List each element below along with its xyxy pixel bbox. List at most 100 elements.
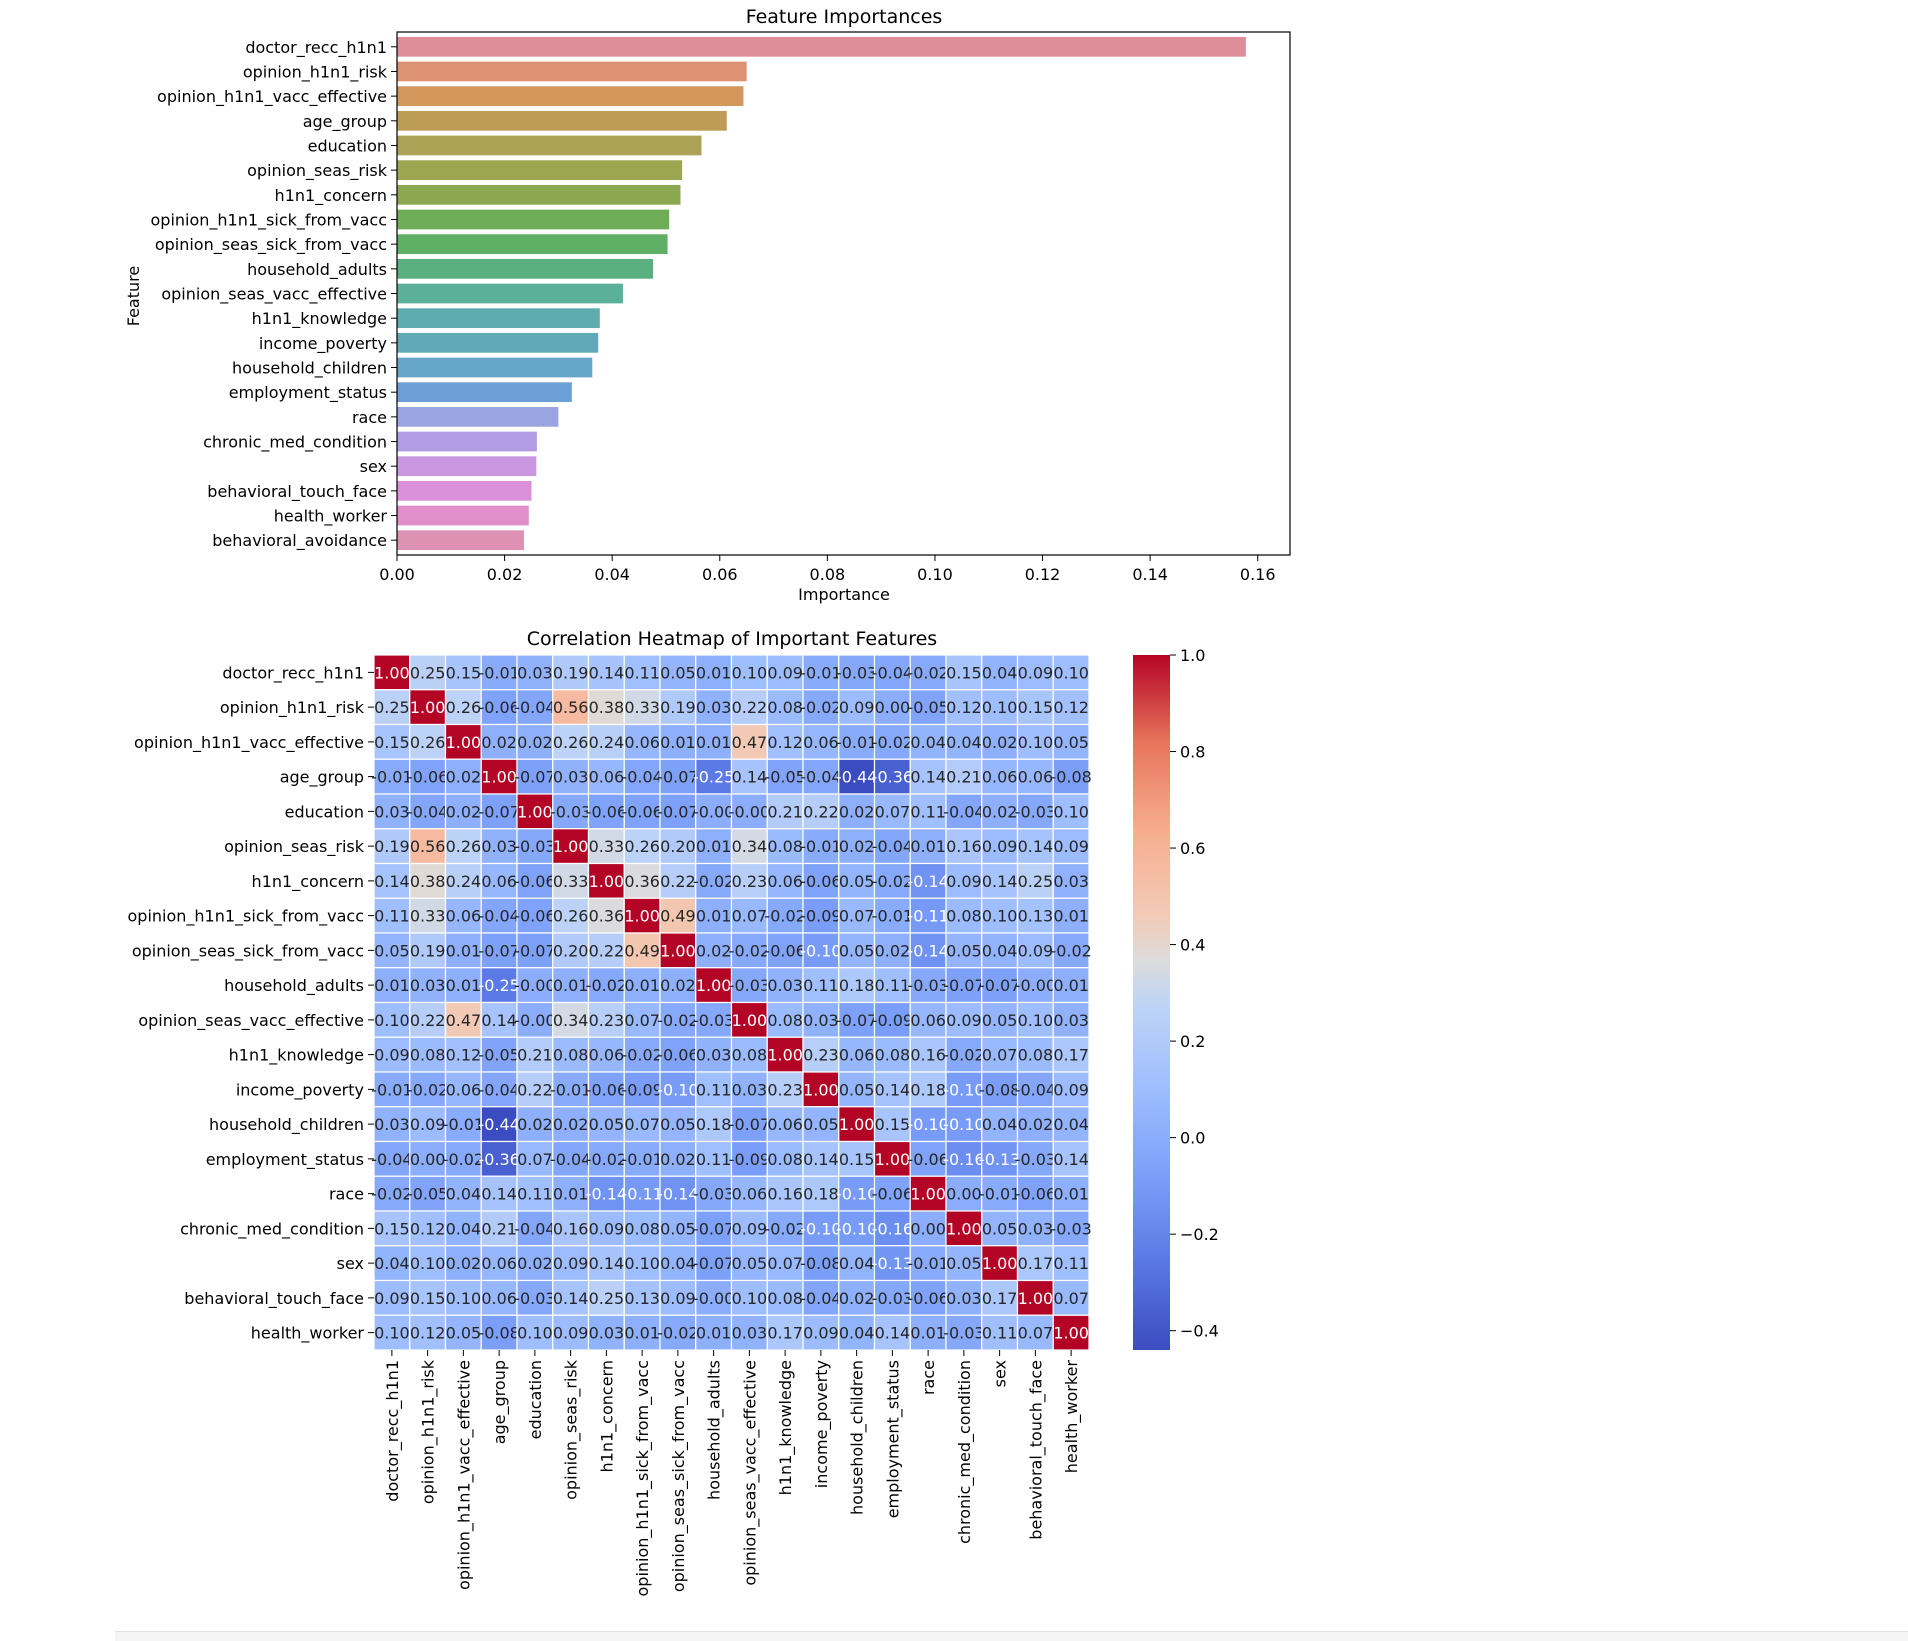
heatmap-cell-label: 0.01: [624, 1324, 660, 1343]
heatmap-cell-label: -0.05: [764, 768, 805, 787]
heatmap-cell-label: -0.10: [800, 941, 841, 960]
heatmap-cell-label: 0.12: [410, 1219, 446, 1238]
heatmap-cell-label: 0.10: [1018, 733, 1054, 752]
heatmap-cell-label: 0.03: [803, 1011, 839, 1030]
heatmap-cell-label: 0.05: [660, 1219, 696, 1238]
heatmap-cell-label: -0.02: [693, 872, 734, 891]
heatmap-cell: [516, 723, 554, 760]
heatmap-cell-label: 0.09: [803, 1324, 839, 1343]
heatmap-cell-label: 0.19: [660, 698, 696, 717]
heatmap-cell-label: -0.10: [657, 1080, 698, 1099]
heatmap-cell-label: 0.20: [660, 837, 696, 856]
heatmap-cell-label: -0.04: [550, 1150, 591, 1169]
bar-x-ticks: 0.00 0.02 0.04 0.06 0.08 0.10 0.12 0.14 0.16: [379, 555, 1276, 584]
heatmap-row-label: education: [285, 802, 364, 821]
heatmap-cell: [695, 1210, 733, 1247]
heatmap-cell-label: -0.04: [514, 698, 555, 717]
heatmap-cell-label: -0.02: [586, 1150, 627, 1169]
heatmap-cell-label: -0.13: [979, 1150, 1020, 1169]
heatmap-cell-label: 0.21: [481, 1219, 517, 1238]
heatmap-cell-label: 0.07: [624, 1011, 660, 1030]
heatmap-cell-label: 0.02: [660, 1150, 696, 1169]
heatmap-cell-label: 0.36: [624, 872, 660, 891]
heatmap-cell-label: -0.02: [729, 941, 770, 960]
heatmap-cell-label: 0.05: [839, 941, 875, 960]
heatmap-cell-label: 0.02: [839, 837, 875, 856]
heatmap-cell: [587, 897, 625, 934]
heatmap-cell: [873, 793, 911, 830]
heatmap-column-label: doctor_recc_h1n1: [383, 1360, 403, 1502]
heatmap-cell-label: 0.01: [910, 837, 946, 856]
heatmap-cell-label: 0.01: [446, 941, 482, 960]
heatmap-cell-label: 0.06: [910, 1011, 946, 1030]
heatmap-cell-label: 0.06: [803, 733, 839, 752]
heatmap-cell-label: 0.06: [982, 768, 1018, 787]
heatmap-cell: [373, 1036, 411, 1073]
heatmap-cell: [730, 758, 768, 795]
heatmap-cell-label: -0.06: [764, 941, 805, 960]
heatmap-cell-label: -0.25: [478, 976, 519, 995]
heatmap-cell-label: -0.07: [514, 941, 555, 960]
heatmap-cell-label: 0.07: [1018, 1324, 1054, 1343]
heatmap-cell: [909, 897, 947, 934]
heatmap-cell: [838, 1175, 876, 1212]
heatmap-cell-label: -0.06: [478, 698, 519, 717]
bar-opinion-h1n1-vacc-effective: [397, 86, 744, 107]
heatmap-cell-label: 0.10: [1053, 663, 1089, 682]
heatmap-column-label: race: [919, 1360, 938, 1395]
heatmap-cell-label: -0.01: [872, 907, 913, 926]
heatmap-cell-label: 0.08: [767, 698, 803, 717]
heatmap-cell-label: 0.08: [946, 907, 982, 926]
bar-x-tick-label: 0.00: [379, 565, 415, 584]
heatmap-cell-label: 1.00: [1053, 1324, 1089, 1343]
heatmap-cell: [909, 1279, 947, 1316]
heatmap-cell: [623, 897, 661, 934]
heatmap-cell-label: 0.11: [696, 1080, 732, 1099]
heatmap-cell-label: -0.03: [693, 1185, 734, 1204]
heatmap-cell: [695, 1245, 733, 1282]
heatmap-cell: [802, 1036, 840, 1073]
heatmap-cell-label: 0.36: [589, 907, 625, 926]
heatmap-cell-label: 0.10: [1053, 802, 1089, 821]
heatmap-cell-label: 0.07: [1053, 1289, 1089, 1308]
heatmap-cell-label: 0.01: [1053, 976, 1089, 995]
heatmap-cell: [444, 862, 482, 899]
heatmap-cell: [444, 1106, 482, 1143]
heatmap-cell-label: 0.38: [589, 698, 625, 717]
heatmap-cell-label: 0.03: [1053, 1011, 1089, 1030]
heatmap-cell-label: 0.09: [767, 663, 803, 682]
heatmap-cell-label: 0.09: [732, 1219, 768, 1238]
heatmap-cell-label: -0.02: [407, 1080, 448, 1099]
heatmap-cell-label: -0.08: [478, 1324, 519, 1343]
heatmap-cell: [945, 1279, 983, 1316]
heatmap-cell-label: 0.14: [553, 1289, 589, 1308]
heatmap-cell-label: -0.03: [907, 976, 948, 995]
heatmap-cell-label: -0.14: [657, 1185, 698, 1204]
colorbar-tick-label: −0.2: [1180, 1225, 1219, 1244]
heatmap-cell-label: 0.01: [696, 733, 732, 752]
heatmap-cell-label: 1.00: [553, 837, 589, 856]
heatmap-cell: [838, 1106, 876, 1143]
heatmap-cell-label: 0.22: [517, 1080, 553, 1099]
heatmap-cell-label: 0.17: [982, 1289, 1018, 1308]
heatmap-cell-label: -0.04: [1015, 1080, 1056, 1099]
heatmap-cell-label: 0.11: [803, 976, 839, 995]
heatmap-cell: [1052, 1245, 1090, 1282]
colorbar-ticks: 1.0 0.8 0.6 0.4 0.2 0.0 −0.2 −0.4: [1170, 646, 1219, 1341]
heatmap-cell: [695, 967, 733, 1004]
heatmap-column-label: income_poverty: [812, 1360, 832, 1488]
heatmap-cell-label: 0.11: [624, 663, 660, 682]
heatmap-cell: [480, 758, 518, 795]
heatmap-cell-label: 0.11: [374, 907, 410, 926]
heatmap-cell: [945, 1210, 983, 1247]
heatmap-cell: [730, 1175, 768, 1212]
heatmap-cell: [802, 897, 840, 934]
heatmap-column-label: education: [526, 1360, 545, 1439]
bar-x-tick-label: 0.14: [1132, 565, 1168, 584]
heatmap-cell: [981, 1210, 1019, 1247]
heatmap-cell: [623, 1071, 661, 1108]
heatmap-cell: [766, 654, 804, 691]
heatmap-cell-label: 0.18: [910, 1080, 946, 1099]
heatmap-cell: [480, 1106, 518, 1143]
heatmap-row-label: opinion_h1n1_vacc_effective: [134, 733, 364, 753]
